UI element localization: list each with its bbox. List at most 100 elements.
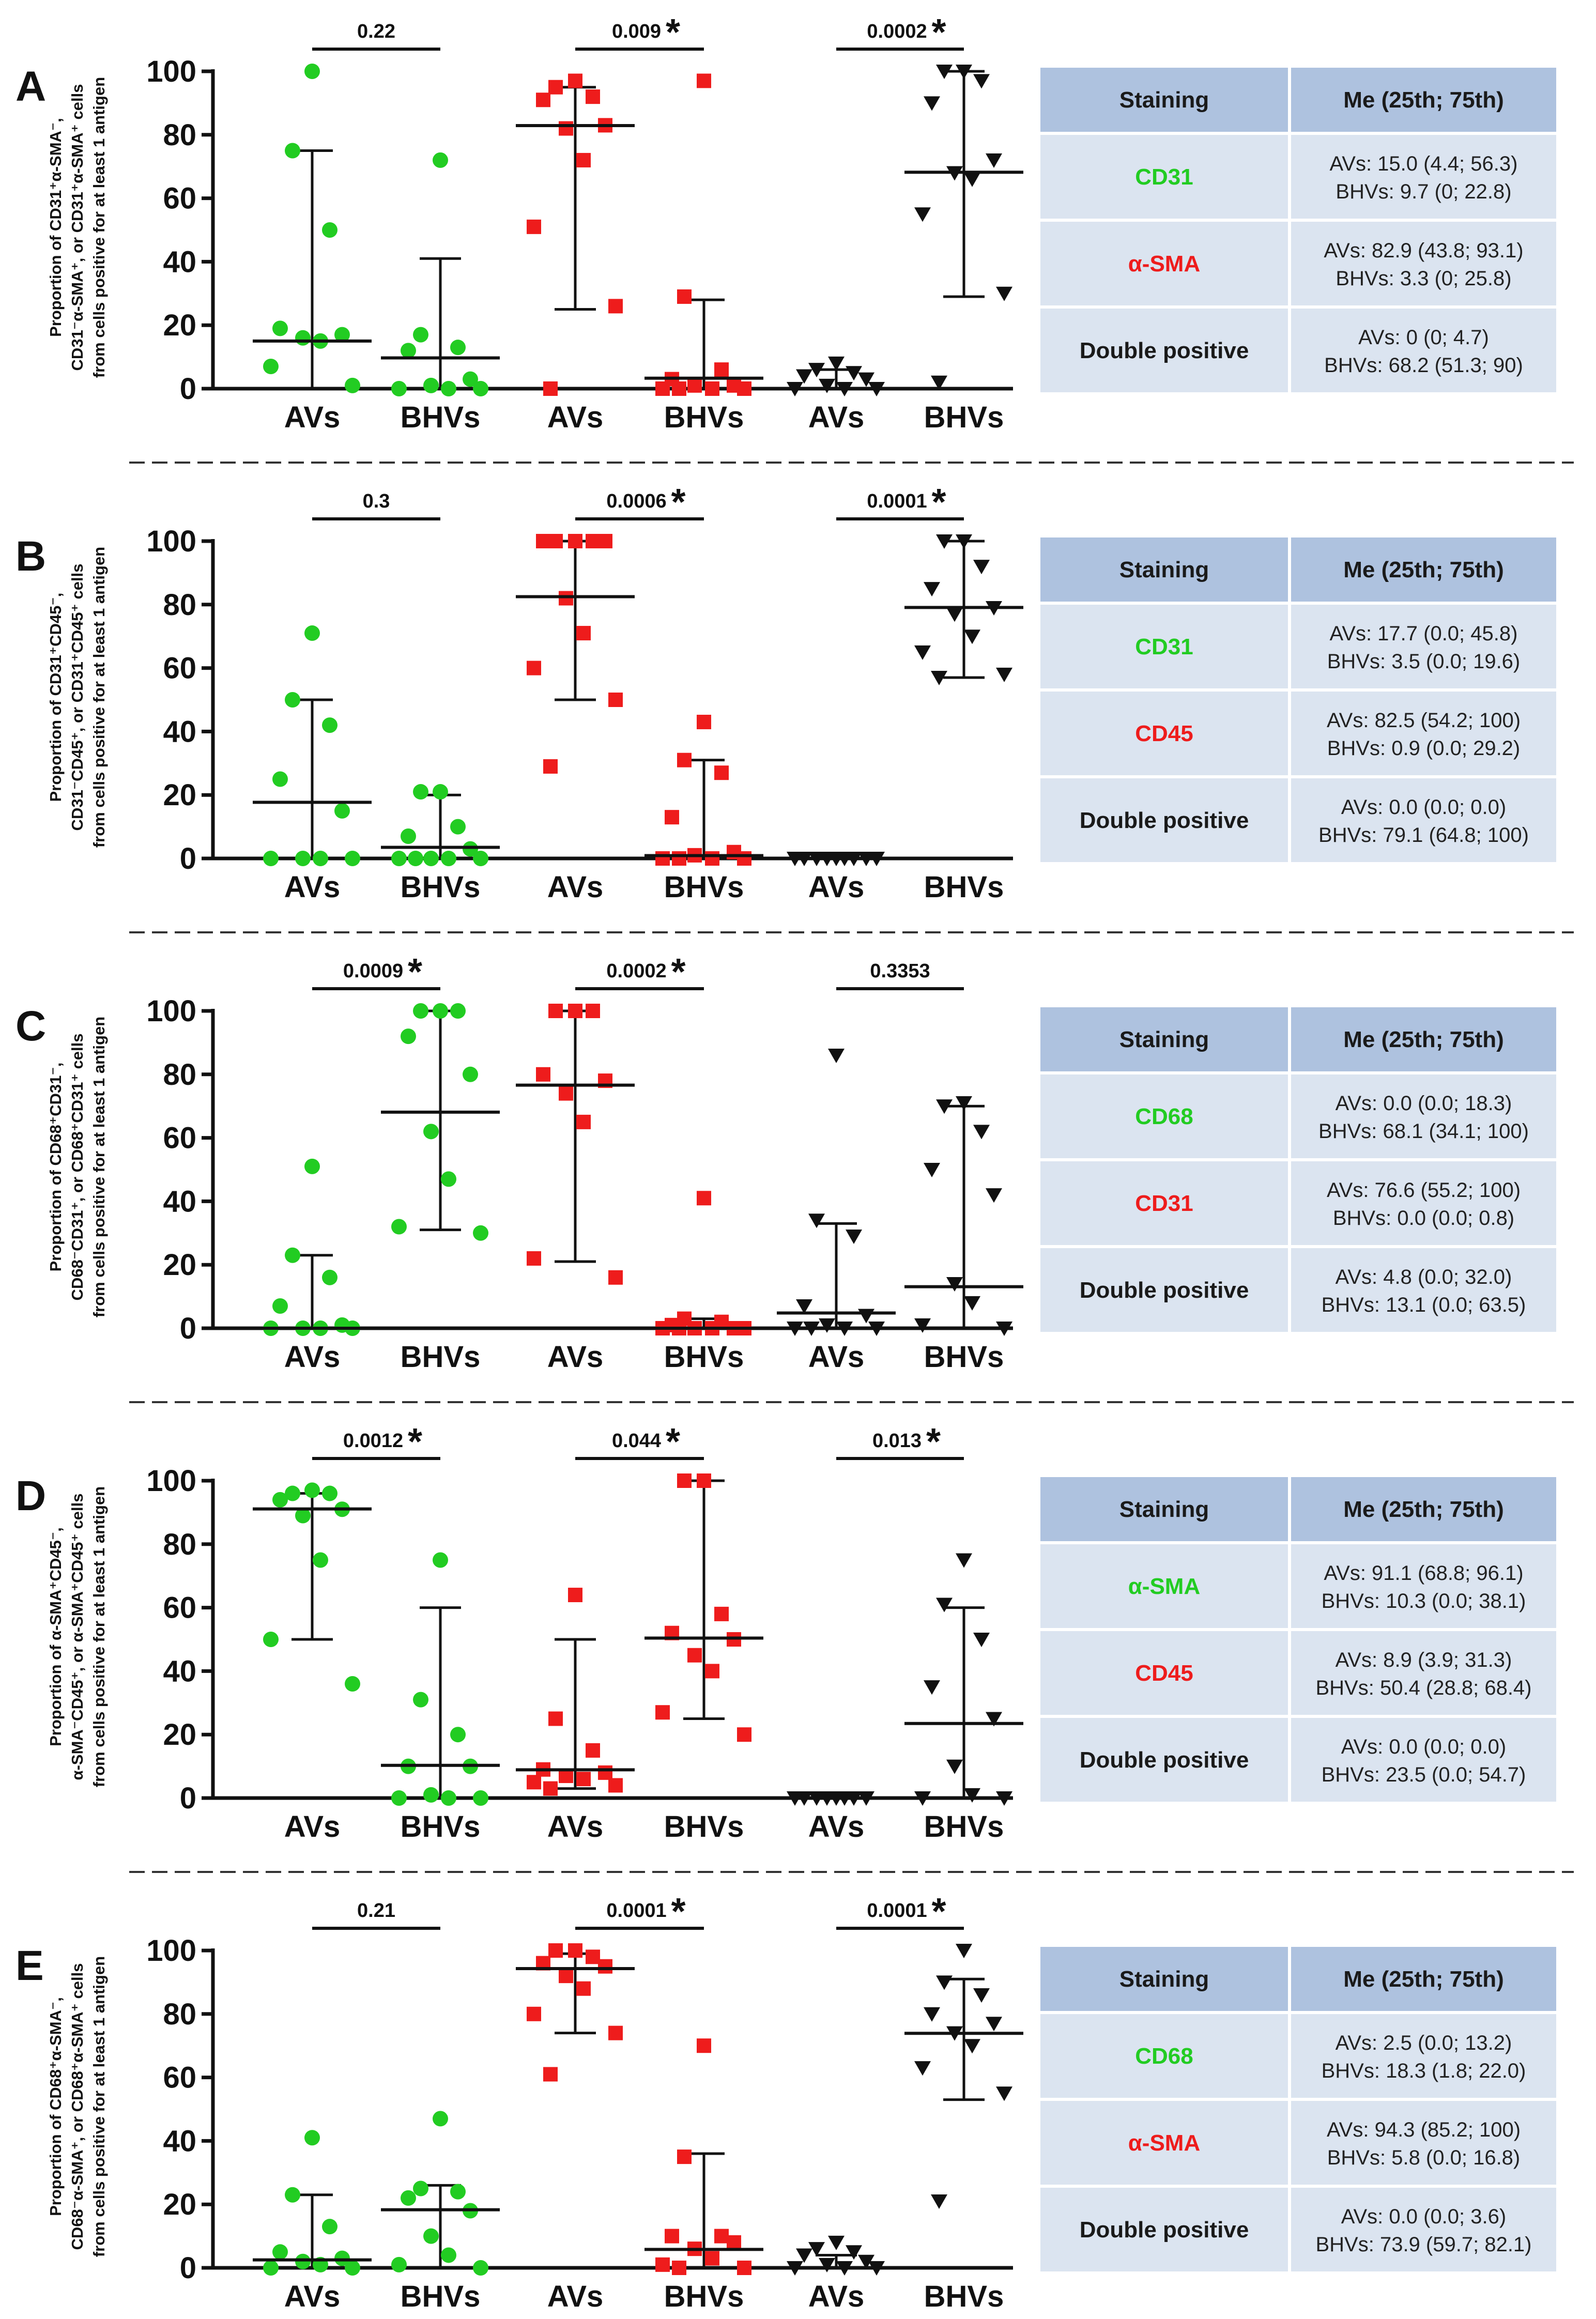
data-point <box>263 851 279 866</box>
p-value-label: 0.3353 <box>870 960 930 982</box>
table-cell <box>1290 133 1558 220</box>
data-point <box>946 1759 963 1774</box>
y-tick-label: 80 <box>163 1058 196 1092</box>
x-category-label: AVs <box>547 401 604 434</box>
data-point <box>996 2086 1012 2101</box>
table-cell <box>1290 1160 1558 1247</box>
table-value-bhvs: BHVs: 68.2 (51.3; 90) <box>1324 354 1523 377</box>
table-value-bhvs: BHVs: 0.9 (0.0; 29.2) <box>1327 737 1521 760</box>
table-value-bhvs: BHVs: 5.8 (0.0; 16.8) <box>1327 2146 1521 2169</box>
table-value-bhvs: BHVs: 23.5 (0.0; 54.7) <box>1322 1763 1526 1786</box>
summary-table: Staining Me (25th; 75th) CD68 AVs: 2.5 (0.0… <box>1037 1944 1559 2275</box>
data-point <box>828 2235 845 2250</box>
data-point <box>313 1552 328 1568</box>
data-point <box>964 172 980 187</box>
table-header-median: Me (25th; 75th) <box>1343 87 1503 113</box>
y-tick-label: 40 <box>163 2124 196 2158</box>
x-category-label: BHVs <box>924 2280 1004 2313</box>
p-value-label: 0.0002 <box>606 960 666 982</box>
data-point <box>714 765 729 780</box>
data-point <box>986 2017 1002 2032</box>
table-cell <box>1039 133 1290 220</box>
y-tick-label: 80 <box>163 1528 196 1561</box>
y-tick-label: 60 <box>163 182 196 216</box>
data-point <box>996 1791 1012 1806</box>
data-point <box>391 381 407 396</box>
data-point <box>334 2250 350 2266</box>
data-point <box>986 1188 1002 1203</box>
data-point <box>705 851 719 866</box>
data-point <box>559 1969 573 1984</box>
x-category-label: BHVs <box>664 401 744 434</box>
data-point <box>304 64 320 79</box>
table-staining-label: Double positive <box>1080 338 1249 363</box>
data-point <box>433 152 448 168</box>
data-point <box>401 1028 416 1045</box>
y-axis-label: Proportion of α-SMA⁺CD45⁻, α-SMA⁻CD45⁺, o… <box>47 1486 108 1787</box>
x-category-label: AVs <box>284 1340 341 1374</box>
data-point <box>598 534 612 548</box>
p-value-label: 0.009 <box>612 21 661 42</box>
y-axis-label-line: CD68⁻α-SMA⁺, or CD68⁺α-SMA⁺ cells <box>68 1963 86 2250</box>
p-value-label: 0.0001 <box>606 1900 666 1922</box>
data-point <box>858 372 874 387</box>
data-point <box>413 784 428 800</box>
data-point <box>608 2025 623 2040</box>
table-staining-label: Double positive <box>1080 2217 1249 2243</box>
table-cell <box>1039 220 1290 307</box>
data-point <box>441 851 456 866</box>
data-point <box>527 661 541 675</box>
table-value-bhvs: BHVs: 68.1 (34.1; 100) <box>1318 1120 1529 1143</box>
y-axis-label-line: Proportion of CD31⁺α-SMA⁻, <box>47 118 65 337</box>
data-point <box>986 1712 1002 1727</box>
data-point <box>714 2229 729 2244</box>
data-point <box>423 851 439 866</box>
data-point <box>803 1322 820 1336</box>
summary-table: Staining Me (25th; 75th) CD31 AVs: 15.0 (4.… <box>1037 65 1559 395</box>
data-point <box>836 1322 853 1336</box>
data-point <box>808 363 825 378</box>
data-point <box>576 1772 591 1787</box>
data-point <box>548 1004 563 1018</box>
table-cell <box>1039 1630 1290 1716</box>
y-tick-label: 40 <box>163 245 196 279</box>
table-cell <box>1290 777 1558 864</box>
data-point <box>413 1003 428 1019</box>
data-point <box>527 1775 541 1790</box>
table-cell <box>1039 307 1290 394</box>
data-point <box>423 1787 439 1803</box>
table-value-bhvs: BHVs: 3.5 (0.0; 19.6) <box>1327 650 1521 673</box>
data-point <box>586 89 600 104</box>
data-point <box>441 1171 456 1187</box>
table-value-avs: AVs: 0.0 (0.0; 0.0) <box>1341 796 1506 819</box>
table-value-avs: AVs: 0.0 (0.0; 18.3) <box>1336 1092 1512 1115</box>
panel-letter: C <box>16 1003 46 1050</box>
significance-star: * <box>408 951 422 993</box>
data-point <box>322 2219 337 2235</box>
data-point <box>924 1680 940 1695</box>
data-point <box>846 1229 862 1244</box>
data-point <box>527 219 541 234</box>
table-cell <box>1039 1247 1290 1333</box>
y-axis-label: Proportion of CD31⁺CD45⁻, CD31⁻CD45⁺, or … <box>47 547 108 848</box>
data-point <box>936 534 953 549</box>
data-point <box>295 330 311 346</box>
table-cell <box>1039 1073 1290 1160</box>
data-point <box>423 2228 439 2244</box>
data-point <box>697 73 711 88</box>
data-point <box>946 1277 963 1292</box>
data-point <box>401 828 416 844</box>
data-point <box>322 1269 337 1285</box>
x-category-label: AVs <box>808 1810 865 1844</box>
data-point <box>559 1086 573 1101</box>
table-cell <box>1039 777 1290 864</box>
p-value-label: 0.3 <box>363 490 390 512</box>
table-value-avs: AVs: 0.0 (0.0; 0.0) <box>1341 1736 1506 1758</box>
p-value-label: 0.0009 <box>343 960 403 982</box>
data-point <box>295 1508 311 1524</box>
x-category-label: AVs <box>284 401 341 434</box>
data-point <box>819 378 835 393</box>
table-header-cell <box>1290 1006 1558 1073</box>
data-point <box>737 381 751 396</box>
